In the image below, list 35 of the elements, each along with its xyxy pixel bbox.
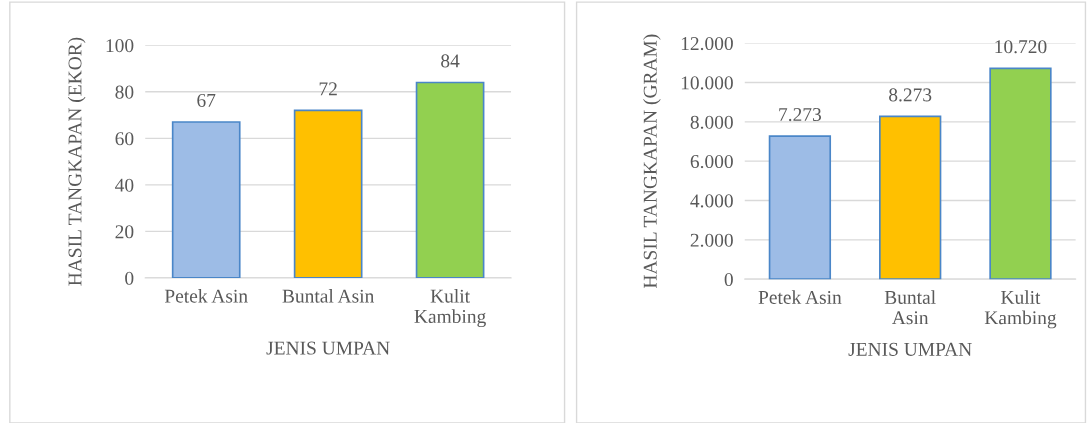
x-axis-title: JENIS UMPAN	[266, 341, 390, 355]
y-axis-title: HASIL TANGKAPAN (EKOR)	[67, 37, 86, 286]
y-tick-label: 6.000	[690, 154, 733, 169]
data-label: 67	[197, 93, 216, 107]
x-tick-label: Petek Asin	[164, 289, 248, 303]
y-axis-title: HASIL TANGKAPAN (GRAM)	[643, 34, 661, 289]
x-tick-label: Kulit Kambing	[984, 290, 1057, 329]
y-tick-label: 10.000	[681, 76, 733, 90]
data-label: 7.273	[779, 108, 822, 122]
y-tick-label: 0	[724, 273, 733, 287]
bar	[415, 81, 485, 278]
y-tick-label: 4.000	[690, 194, 733, 208]
data-label: 10.720	[995, 40, 1047, 54]
x-tick-label: Kulit Kambing	[414, 289, 486, 328]
y-tick-label: 12.000	[681, 36, 733, 51]
x-tick-label: Petek Asin	[758, 290, 842, 304]
x-axis-title: JENIS UMPAN	[848, 342, 972, 356]
bar	[879, 115, 942, 280]
bar	[768, 135, 832, 280]
y-tick-label: 2.000	[690, 233, 733, 247]
x-tick-label: Buntal Asin	[282, 289, 375, 303]
bar	[989, 67, 1052, 280]
y-tick-label: 20	[115, 225, 134, 239]
y-tick-label: 40	[115, 178, 134, 192]
data-label: 72	[319, 82, 337, 96]
bar	[293, 109, 363, 278]
y-tick-label: 8.000	[690, 115, 733, 129]
y-tick-label: 0	[125, 271, 134, 285]
y-tick-label: 100	[106, 39, 134, 53]
y-tick-label: 60	[115, 132, 134, 146]
x-tick-label: Buntal Asin	[884, 290, 936, 325]
bar	[171, 121, 241, 278]
data-label: 8.273	[889, 88, 932, 102]
data-label: 84	[441, 54, 460, 68]
y-tick-label: 80	[115, 85, 134, 99]
